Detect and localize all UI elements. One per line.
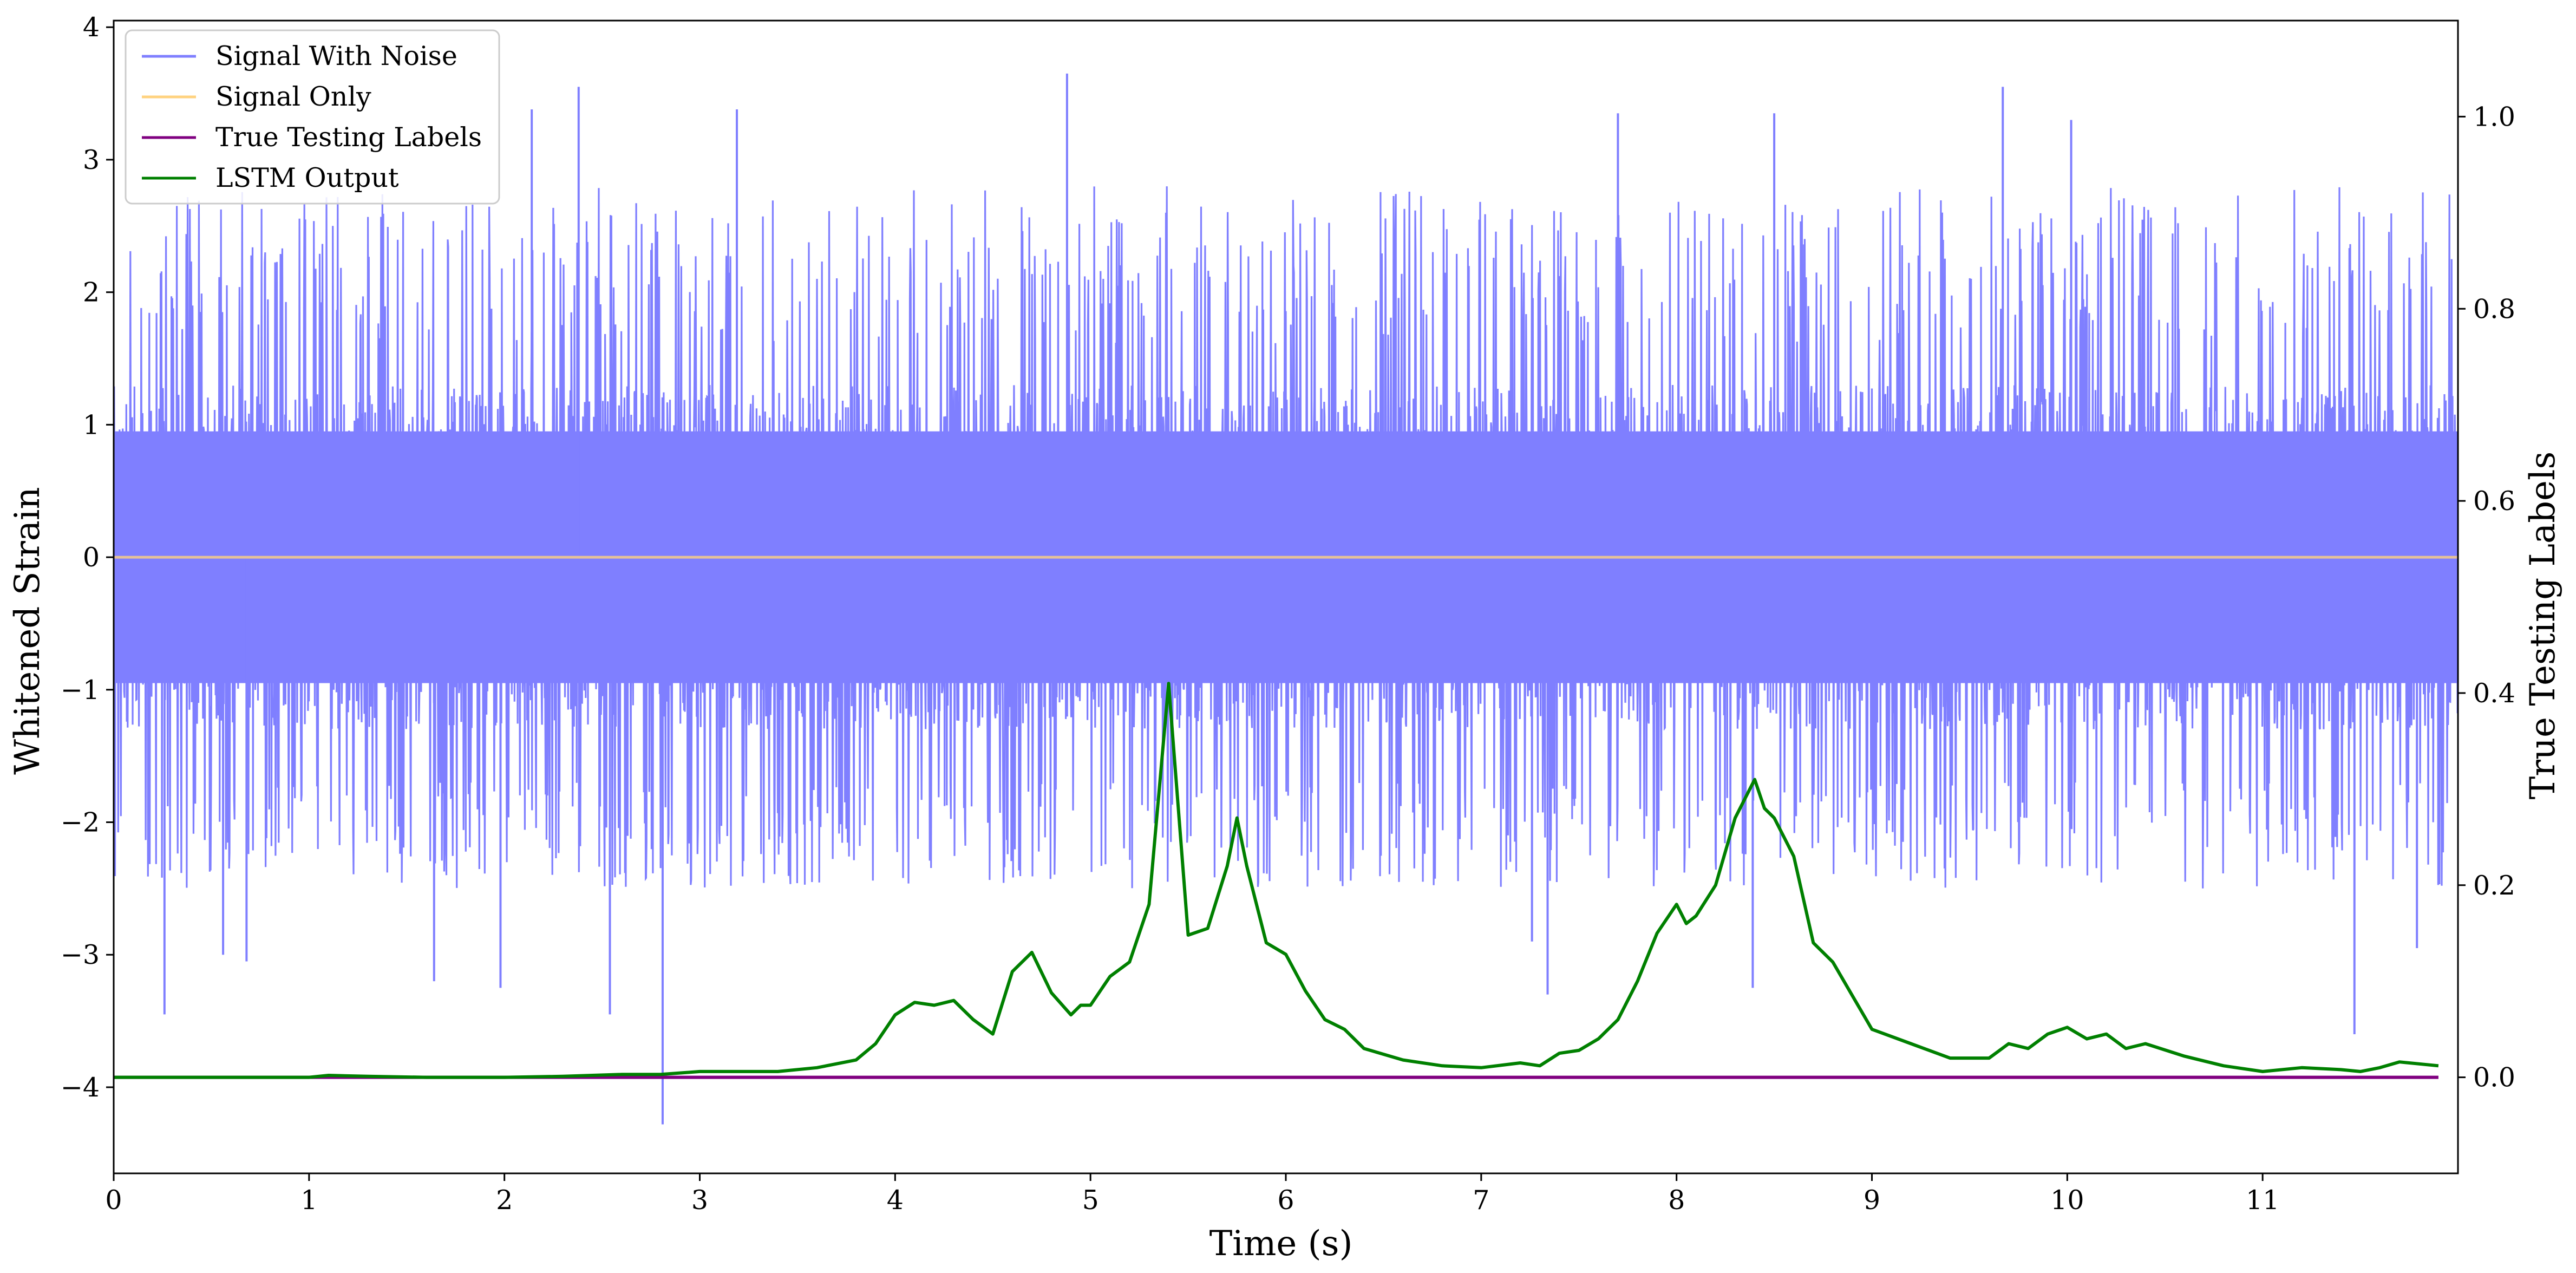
legend: Signal With Noise Signal Only True Testi… [125,29,500,205]
x-tick-label: 4 [887,1185,904,1216]
x-tick-label: 1 [300,1185,317,1216]
x-tick-label: 6 [1277,1185,1294,1216]
x-tick-label: 9 [1864,1185,1880,1216]
y-tick-label: −3 [61,939,100,970]
y-tick-label: −4 [61,1072,100,1103]
y2-tick-label: 0.2 [2473,870,2515,901]
x-tick-label: 5 [1082,1185,1099,1216]
y-tick-label: 2 [83,277,100,308]
y-tick-label: 4 [83,12,100,43]
y-tick-label: −1 [61,675,100,706]
x-tick-label: 7 [1473,1185,1489,1216]
x-tick-label: 2 [496,1185,513,1216]
y-axis-label: Whitened Strain [8,487,48,774]
x-tick-label: 10 [2050,1185,2084,1216]
legend-label-signal-with-noise: Signal With Noise [215,41,457,71]
y2-tick-label: 0.8 [2473,293,2515,324]
x-tick-label: 8 [1668,1185,1685,1216]
legend-frame [125,29,500,205]
y2-tick-label: 0.0 [2473,1062,2515,1093]
axes: 0 1 2 3 4 5 6 7 8 9 10 11 −4 −3 −2 −1 0 1 2 3 4 0.0 0.2 0.4 0.6 0… [61,12,2515,1216]
x-tick-label: 3 [691,1185,708,1216]
x-axis-label: Time (s) [1209,1224,1353,1264]
y-tick-label: 1 [83,409,100,440]
x-tick-label: 11 [2246,1185,2279,1216]
y2-axis-label: True Testing Labels [2523,452,2563,800]
plot-area [114,73,2458,1125]
y-tick-label: 3 [83,145,100,175]
series-group [114,73,2458,1125]
legend-label-true-testing-labels: True Testing Labels [215,122,482,153]
legend-label-lstm-output: LSTM Output [215,162,399,193]
y-tick-label: 0 [83,542,100,573]
legend-label-signal-only: Signal Only [215,81,371,112]
y2-tick-label: 0.4 [2473,678,2515,709]
y2-tick-label: 0.6 [2473,486,2515,517]
y-tick-label: −2 [61,807,100,838]
x-tick-label: 0 [105,1185,122,1216]
lstm-output-line [114,682,2439,1079]
y2-tick-label: 1.0 [2473,101,2515,132]
